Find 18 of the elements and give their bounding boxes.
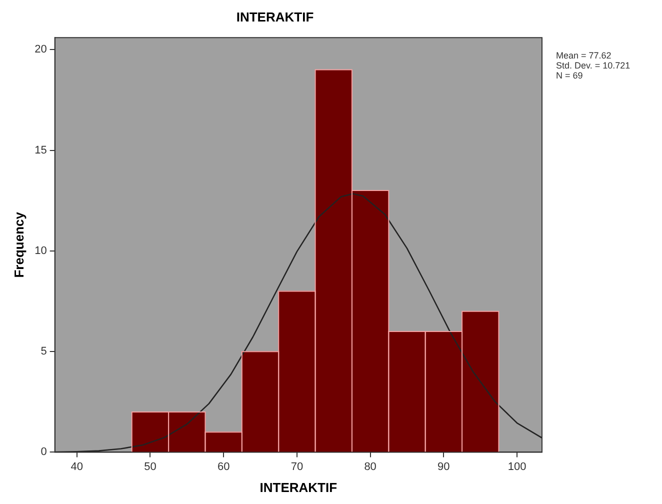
x-tick-label: 100 xyxy=(508,460,526,473)
text: Std. Dev. = 10.721 xyxy=(556,60,630,71)
chart-title: INTERAKTIF xyxy=(236,9,314,24)
text: N = 69 xyxy=(556,70,583,81)
text: Mean = 77.62 xyxy=(556,50,612,61)
y-tick-label: 0 xyxy=(40,446,47,458)
y-tick-label: 5 xyxy=(40,346,47,358)
x-tick-label: 90 xyxy=(438,460,450,473)
x-tick-label: 80 xyxy=(364,460,376,473)
x-axis-title: INTERAKTIF xyxy=(260,480,338,495)
x-tick-label: 40 xyxy=(70,460,83,473)
y-axis-title: Frequency xyxy=(11,211,26,278)
x-tick-label: 70 xyxy=(290,460,304,473)
y-tick-label: 10 xyxy=(34,244,47,257)
x-tick-label: 60 xyxy=(217,460,230,473)
y-tick-label: 20 xyxy=(34,44,47,56)
y-tick-label: 15 xyxy=(34,144,47,156)
x-tick-label: 50 xyxy=(144,460,156,473)
